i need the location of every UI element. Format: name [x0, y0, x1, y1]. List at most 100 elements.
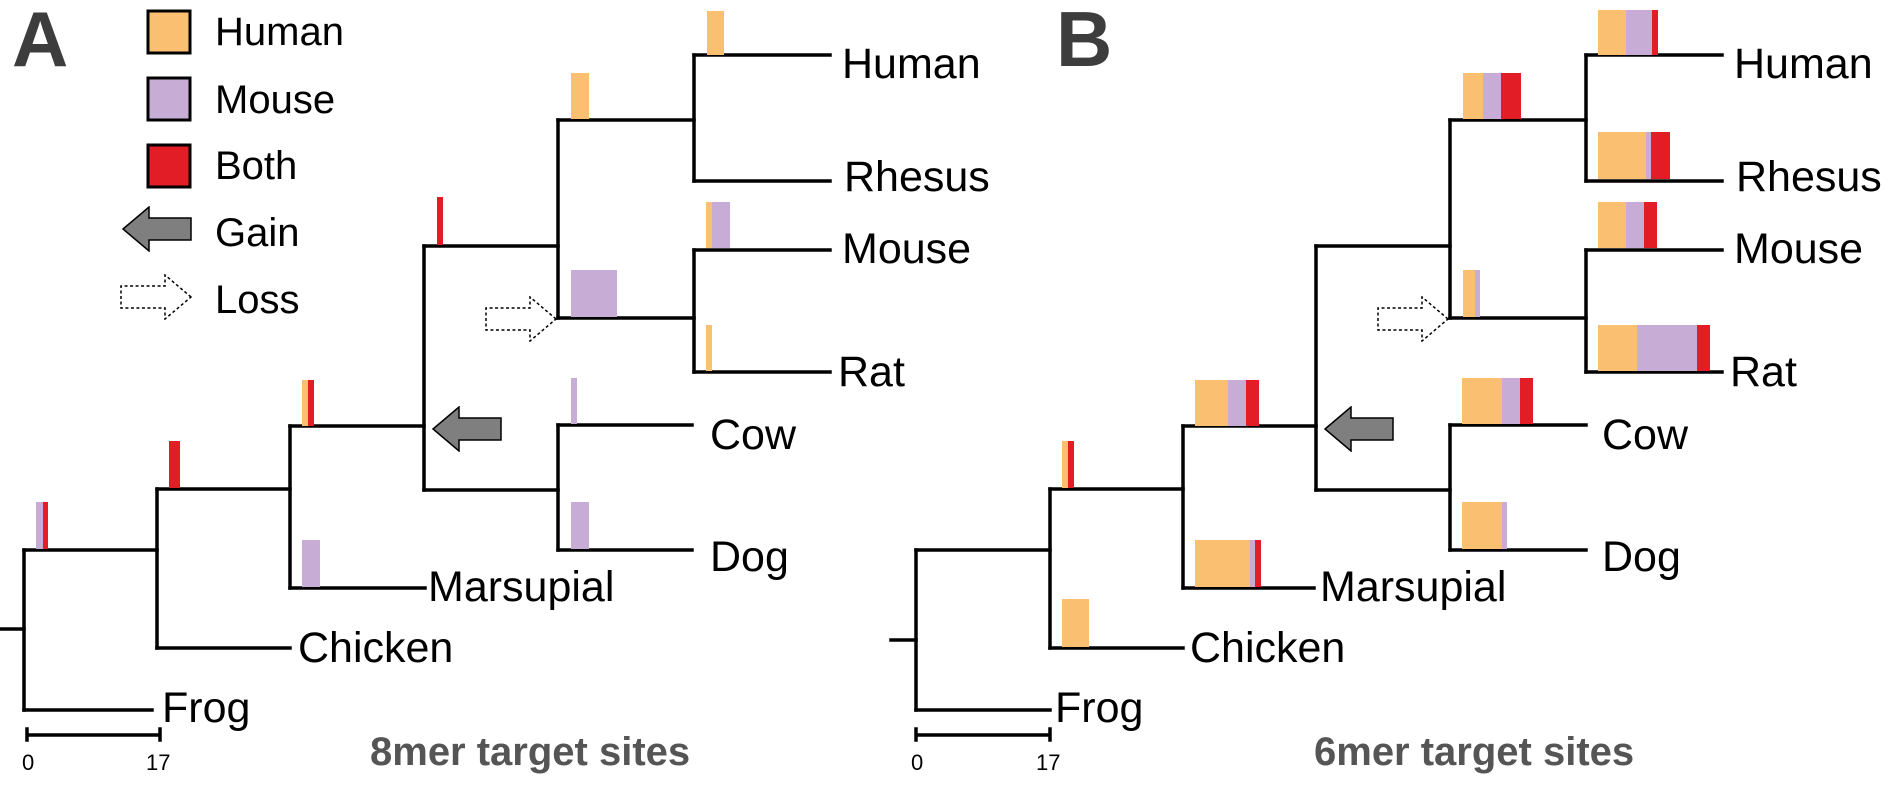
- taxon-marsupial: Marsupial: [428, 563, 614, 611]
- legend: Human Mouse Both Gain Loss: [120, 9, 344, 322]
- panel-letter: B: [1056, 0, 1112, 83]
- mouse-count-segment: [302, 540, 320, 587]
- loss-arrow-icon: [485, 296, 557, 342]
- count-bar-mouse-branch: [1598, 202, 1657, 248]
- taxon-rhesus: Rhesus: [1736, 153, 1882, 201]
- scale-min-label: 0: [22, 750, 34, 775]
- tree: [889, 53, 1724, 712]
- count-bar-marsupial-branch: [1195, 540, 1261, 587]
- human-count-segment: [302, 380, 308, 426]
- mouse-count-segment: [1250, 540, 1255, 587]
- mouse-count-segment: [36, 502, 43, 549]
- both-count-segment: [1255, 540, 1261, 587]
- both-count-segment: [43, 502, 48, 549]
- legend-loss-arrow-icon: [120, 274, 192, 320]
- gain-arrow-icon: [432, 406, 502, 452]
- count-bar-rodent-branch: [571, 270, 617, 317]
- mouse-count-segment: [571, 378, 577, 424]
- count-bar-dog-branch: [1462, 502, 1507, 549]
- human-count-segment: [706, 325, 712, 371]
- legend-loss-label: Loss: [215, 278, 300, 322]
- taxon-rat: Rat: [838, 348, 905, 396]
- count-bar-dog-branch: [571, 502, 589, 549]
- mouse-count-segment: [1626, 10, 1652, 55]
- mouse-count-segment: [571, 270, 617, 317]
- legend-mouse-label: Mouse: [215, 78, 335, 122]
- tree: [0, 53, 832, 712]
- count-bar-rhesus-branch: [1598, 132, 1670, 179]
- mouse-count-segment: [1502, 502, 1507, 549]
- human-count-segment: [1598, 202, 1626, 248]
- taxon-chicken: Chicken: [1190, 624, 1345, 672]
- both-count-segment: [308, 380, 314, 426]
- legend-gain-arrow-icon: [122, 206, 192, 252]
- both-count-segment: [1697, 325, 1710, 371]
- mouse-count-segment: [712, 202, 730, 248]
- count-bar-mammal-branch: [1195, 380, 1259, 426]
- both-count-segment: [1246, 380, 1259, 426]
- count-bar-cow-branch: [1462, 378, 1533, 424]
- human-count-segment: [571, 73, 589, 119]
- taxon-mouse: Mouse: [842, 225, 971, 273]
- count-bar-euarchontoglires-branch: [437, 197, 443, 245]
- human-count-segment: [1462, 378, 1502, 424]
- taxon-dog: Dog: [1602, 533, 1681, 581]
- scale-max-label: 17: [1036, 750, 1060, 775]
- count-bar-primate-branch: [1463, 73, 1521, 119]
- loss-arrow-icon: [1377, 296, 1449, 342]
- panel-b: B: [889, 0, 1882, 775]
- count-bar-root-branch: [36, 502, 48, 549]
- both-count-segment: [1644, 202, 1657, 248]
- mouse-count-segment: [1483, 73, 1501, 119]
- count-bar-human-branch: [707, 11, 724, 55]
- count-bar-primate-branch: [571, 73, 589, 119]
- legend-both-swatch: [146, 143, 192, 189]
- mouse-count-segment: [1228, 380, 1246, 426]
- human-count-segment: [1463, 73, 1483, 119]
- panel-caption: 8mer target sites: [370, 730, 690, 774]
- both-count-segment: [437, 197, 443, 245]
- count-bar-marsupial-branch: [302, 540, 320, 587]
- count-bar-chicken-branch: [1062, 599, 1089, 647]
- human-count-segment: [1062, 599, 1089, 647]
- count-bar-rodent-branch: [1463, 270, 1480, 317]
- human-count-segment: [1062, 441, 1068, 488]
- taxon-rat: Rat: [1730, 348, 1797, 396]
- human-count-segment: [1598, 10, 1626, 55]
- human-count-segment: [1598, 325, 1637, 371]
- panel-letter: A: [12, 0, 68, 83]
- mouse-count-segment: [1637, 325, 1697, 371]
- taxon-rhesus: Rhesus: [844, 153, 990, 201]
- human-count-segment: [1462, 502, 1502, 549]
- legend-human-label: Human: [215, 10, 344, 54]
- both-count-segment: [1652, 10, 1658, 55]
- scale-min-label: 0: [911, 750, 923, 775]
- taxon-cow: Cow: [710, 411, 797, 459]
- legend-both-label: Both: [215, 144, 297, 188]
- both-count-segment: [1068, 441, 1074, 488]
- scale-max-label: 17: [146, 750, 170, 775]
- taxon-dog: Dog: [710, 533, 789, 581]
- mouse-count-segment: [1646, 132, 1651, 179]
- legend-human-swatch: [146, 9, 192, 55]
- count-bar-rat-branch: [1598, 325, 1710, 371]
- both-count-segment: [1520, 378, 1533, 424]
- taxon-chicken: Chicken: [298, 624, 453, 672]
- taxon-frog: Frog: [1055, 684, 1143, 732]
- human-count-segment: [1195, 540, 1250, 587]
- both-count-segment: [1651, 132, 1670, 179]
- mouse-count-segment: [1626, 202, 1644, 248]
- panel-a: A Human Mouse Both Gain Loss: [0, 0, 990, 775]
- count-bar-mammal-branch: [302, 380, 314, 426]
- scale-bar-line: [914, 727, 1052, 742]
- human-count-segment: [706, 202, 712, 248]
- count-bar-amniote-branch: [1062, 441, 1074, 488]
- panel-caption: 6mer target sites: [1314, 730, 1634, 774]
- gain-arrow-icon: [1324, 406, 1394, 452]
- human-count-segment: [1463, 270, 1475, 317]
- count-bar-mouse-branch: [706, 202, 730, 248]
- taxon-marsupial: Marsupial: [1320, 563, 1506, 611]
- taxon-human: Human: [1734, 40, 1873, 88]
- both-count-segment: [1501, 73, 1521, 119]
- human-count-segment: [1195, 380, 1228, 426]
